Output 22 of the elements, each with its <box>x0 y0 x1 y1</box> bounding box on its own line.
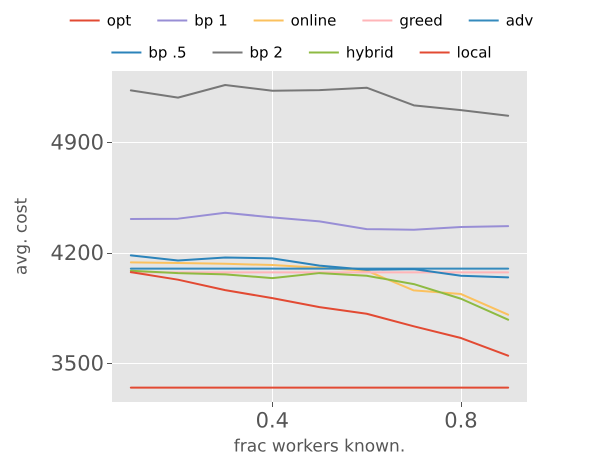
line-series <box>130 271 510 357</box>
legend-label: opt <box>106 12 132 30</box>
y-axis-title: avg. cost <box>12 198 32 276</box>
legend-label: bp 1 <box>194 12 228 30</box>
y-tick-label: 4900 <box>50 130 104 155</box>
legend-label: adv <box>506 12 534 30</box>
legend-label: local <box>456 44 492 62</box>
legend-label: greed <box>399 12 443 30</box>
x-tick-label: 0.8 <box>444 408 478 432</box>
legend-label: bp .5 <box>148 44 187 62</box>
y-tick-label: 3500 <box>50 351 104 376</box>
line-series <box>130 261 510 316</box>
x-tick-label: 0.4 <box>256 408 290 432</box>
line-series <box>130 254 510 278</box>
line-series <box>130 270 510 321</box>
legend-label: bp 2 <box>250 44 283 62</box>
line-series <box>130 212 510 231</box>
y-tick-label: 4200 <box>50 241 104 266</box>
legend-label: online <box>290 12 336 30</box>
legend-label: hybrid <box>346 44 394 62</box>
x-axis-title: frac workers known. <box>234 436 406 456</box>
line-series <box>130 84 510 117</box>
